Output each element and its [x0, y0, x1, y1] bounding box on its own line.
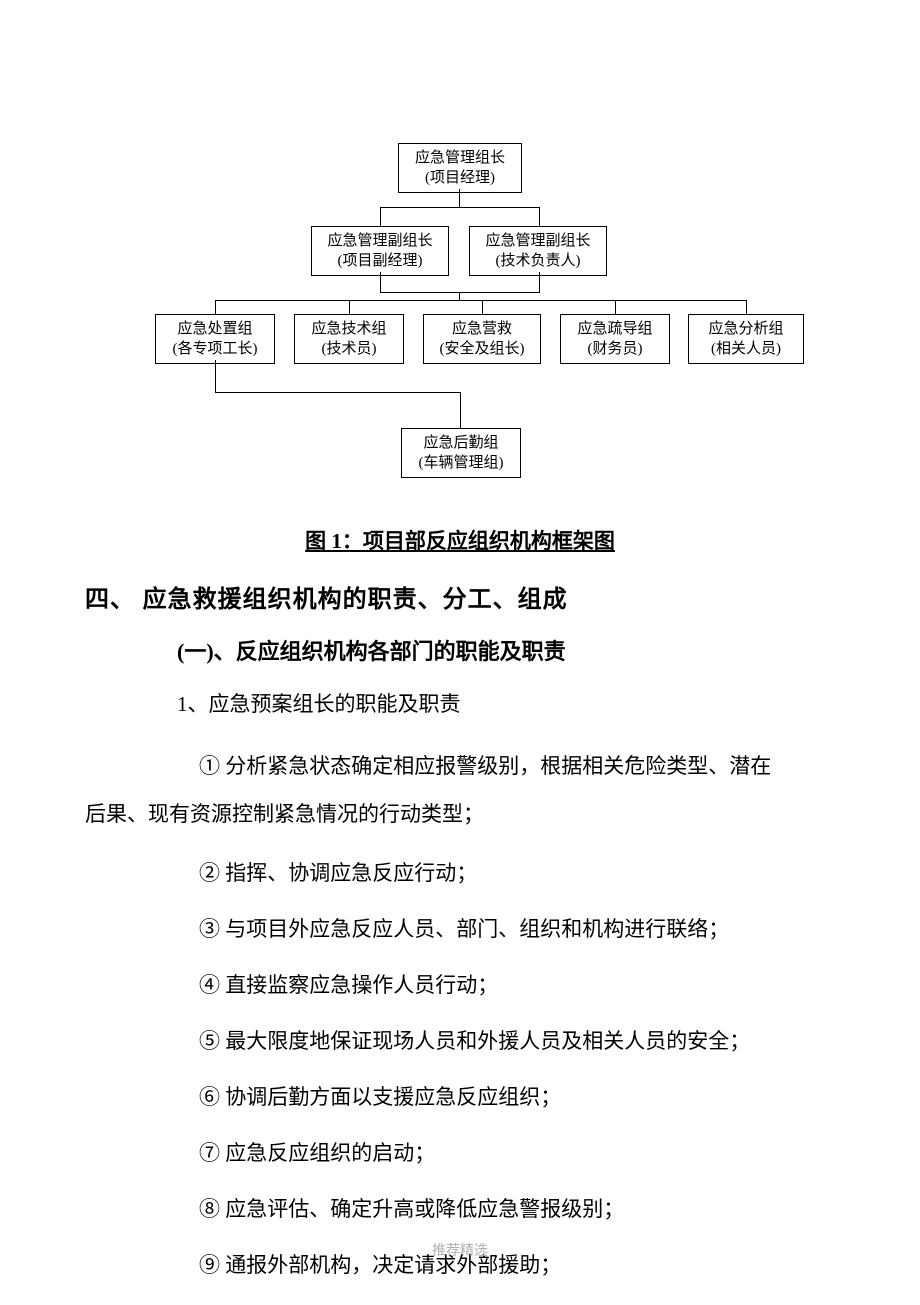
node-deputy-a-l1: 应急管理副组长 — [312, 231, 448, 251]
connector-line — [349, 300, 350, 314]
node-logistics-l2: (车辆管理组) — [402, 453, 520, 473]
item-1-line2: 后果、现有资源控制紧急情况的行动类型； — [115, 790, 805, 838]
section-heading-4: 四、 应急救援组织机构的职责、分工、组成 — [85, 579, 805, 614]
connector-line — [460, 392, 461, 428]
item-7: ⑦ 应急反应组织的启动； — [199, 1137, 805, 1167]
item-5: ⑤ 最大限度地保证现场人员和外援人员及相关人员的安全； — [199, 1025, 805, 1055]
item-4: ④ 直接监察应急操作人员行动； — [199, 969, 805, 999]
node-group-c-l1: 应急营救 — [424, 319, 540, 339]
node-group-c-l2: (安全及组长) — [424, 339, 540, 359]
connector-line — [215, 360, 216, 392]
node-group-e-l1: 应急分析组 — [689, 319, 803, 339]
node-group-c: 应急营救 (安全及组长) — [423, 314, 541, 364]
connector-line — [746, 300, 747, 314]
connector-line — [459, 189, 460, 207]
node-group-e: 应急分析组 (相关人员) — [688, 314, 804, 364]
connector-line — [380, 207, 381, 226]
node-deputy-a-l2: (项目副经理) — [312, 251, 448, 271]
node-deputy-b-l1: 应急管理副组长 — [470, 231, 606, 251]
item-8: ⑧ 应急评估、确定升高或降低应急警报级别； — [199, 1193, 805, 1223]
connector-line — [380, 292, 540, 293]
node-leader-l1: 应急管理组长 — [399, 148, 521, 168]
connector-line — [215, 392, 461, 393]
item-1-line1: ① 分析紧急状态确定相应报警级别，根据相关危险类型、潜在 — [115, 742, 805, 790]
connector-line — [539, 272, 540, 292]
connector-line — [615, 300, 616, 314]
node-group-a: 应急处置组 (各专项工长) — [155, 314, 275, 364]
node-group-d-l1: 应急疏导组 — [561, 319, 669, 339]
node-group-b: 应急技术组 (技术员) — [294, 314, 404, 364]
node-group-b-l1: 应急技术组 — [295, 319, 403, 339]
paragraph-num-1: 1、应急预案组长的职能及职责 — [177, 688, 805, 718]
subsection-heading-1: (一)、反应组织机构各部门的职能及职责 — [177, 634, 805, 666]
item-6: ⑥ 协调后勤方面以支援应急反应组织； — [199, 1081, 805, 1111]
node-group-a-l2: (各专项工长) — [156, 339, 274, 359]
node-group-d: 应急疏导组 (财务员) — [560, 314, 670, 364]
connector-line — [380, 207, 540, 208]
connector-line — [215, 300, 746, 301]
node-logistics-l1: 应急后勤组 — [402, 433, 520, 453]
connector-line — [215, 300, 216, 314]
connector-line — [482, 300, 483, 314]
node-group-a-l1: 应急处置组 — [156, 319, 274, 339]
org-chart-diagram: 应急管理组长 (项目经理) 应急管理副组长 (项目副经理) 应急管理副组长 (技… — [0, 0, 920, 490]
node-deputy-b: 应急管理副组长 (技术负责人) — [469, 226, 607, 276]
document-body: 图 1：项目部反应组织机构框架图 四、 应急救援组织机构的职责、分工、组成 (一… — [115, 525, 805, 1305]
item-2: ② 指挥、协调应急反应行动； — [199, 857, 805, 887]
connector-line — [539, 207, 540, 226]
node-group-b-l2: (技术员) — [295, 339, 403, 359]
node-deputy-a: 应急管理副组长 (项目副经理) — [311, 226, 449, 276]
node-leader-l2: (项目经理) — [399, 168, 521, 188]
node-deputy-b-l2: (技术负责人) — [470, 251, 606, 271]
node-leader: 应急管理组长 (项目经理) — [398, 143, 522, 193]
item-3: ③ 与项目外应急反应人员、部门、组织和机构进行联络； — [199, 913, 805, 943]
connector-line — [459, 292, 460, 300]
page-footer: 推荐精选 — [0, 1240, 920, 1260]
node-logistics: 应急后勤组 (车辆管理组) — [401, 428, 521, 478]
node-group-e-l2: (相关人员) — [689, 339, 803, 359]
node-group-d-l2: (财务员) — [561, 339, 669, 359]
figure-caption: 图 1：项目部反应组织机构框架图 — [115, 525, 805, 555]
connector-line — [380, 272, 381, 292]
